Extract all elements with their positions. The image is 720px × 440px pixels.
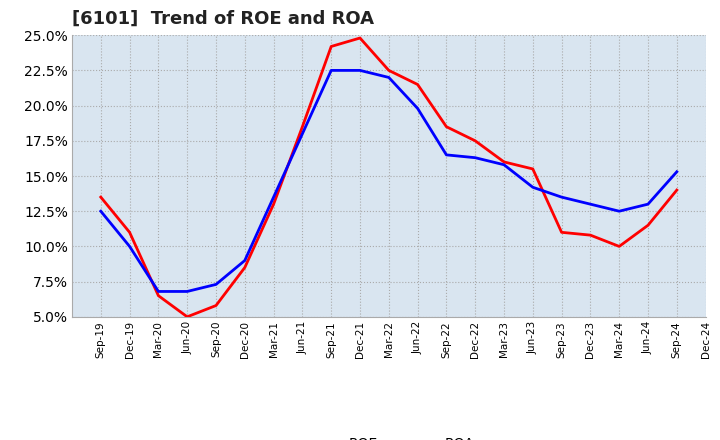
ROE [672,187,681,193]
ROE [298,124,307,129]
ROA [96,209,105,214]
ROE [327,44,336,49]
ROA [471,155,480,160]
ROA [212,282,220,287]
Line: ROA: ROA [101,70,677,291]
ROA [442,152,451,158]
ROE [615,244,624,249]
ROE [586,232,595,238]
ROA [125,244,134,249]
ROA [269,194,278,200]
ROE [471,138,480,143]
ROA [240,258,249,263]
ROA [183,289,192,294]
ROA [500,162,508,167]
ROA [384,75,393,80]
ROE [154,293,163,298]
ROE [384,68,393,73]
ROA [672,169,681,174]
ROE [413,82,422,87]
Legend: ROE, ROA: ROE, ROA [297,431,480,440]
ROA [413,106,422,111]
ROA [356,68,364,73]
ROA [644,202,652,207]
ROA [557,194,566,200]
ROA [327,68,336,73]
ROE [528,166,537,172]
Text: [6101]  Trend of ROE and ROA: [6101] Trend of ROE and ROA [72,10,374,28]
ROA [298,131,307,136]
ROE [356,35,364,40]
ROE [557,230,566,235]
ROE [500,159,508,165]
ROE [183,314,192,319]
ROA [586,202,595,207]
ROE [212,303,220,308]
ROA [615,209,624,214]
ROE [269,202,278,207]
ROA [528,185,537,190]
ROA [154,289,163,294]
ROE [96,194,105,200]
Line: ROE: ROE [101,38,677,317]
ROE [240,265,249,270]
ROE [644,223,652,228]
ROE [442,124,451,129]
ROE [125,230,134,235]
